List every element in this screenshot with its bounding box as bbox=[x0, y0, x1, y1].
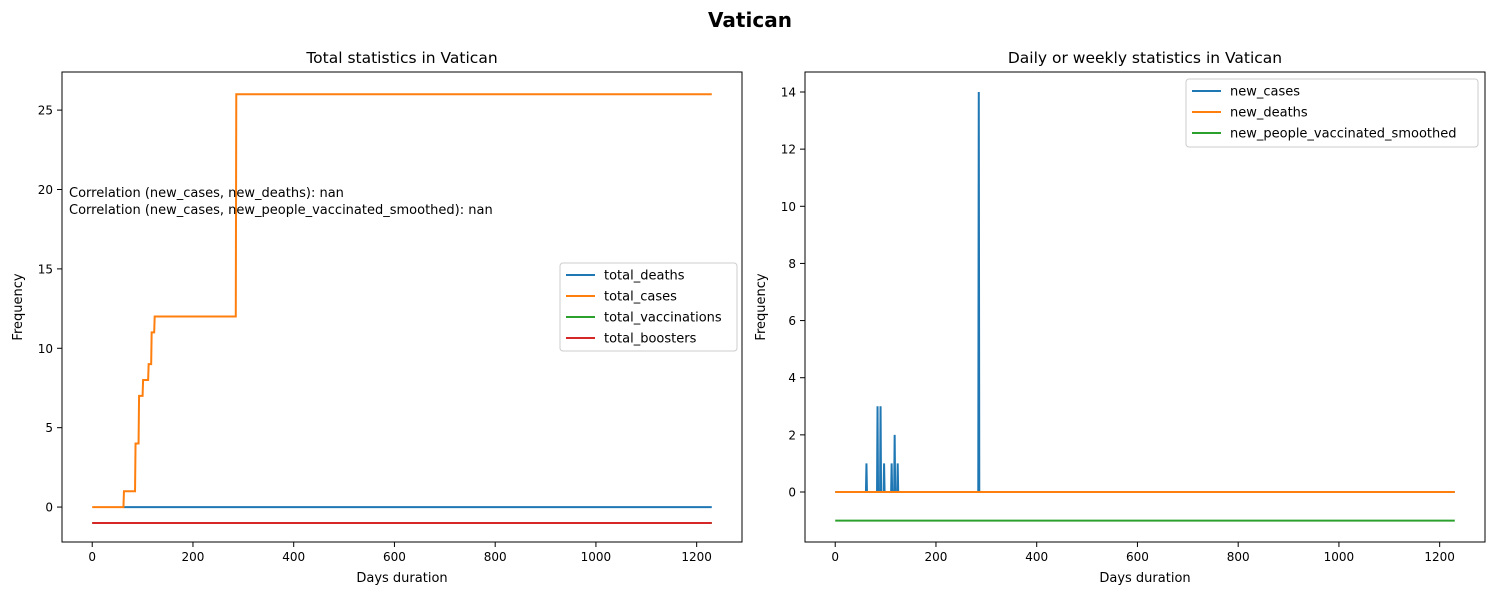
subplot-title: Daily or weekly statistics in Vatican bbox=[1008, 49, 1282, 67]
y-tick-label: 8 bbox=[788, 257, 796, 271]
x-tick-label: 200 bbox=[925, 550, 948, 564]
correlation-annotation: Correlation (new_cases, new_deaths): nan bbox=[69, 186, 344, 201]
x-tick-label: 600 bbox=[1126, 550, 1149, 564]
x-tick-label: 600 bbox=[383, 550, 406, 564]
y-tick-label: 12 bbox=[781, 143, 796, 157]
legend-label-new_cases: new_cases bbox=[1230, 85, 1300, 100]
x-tick-label: 400 bbox=[1025, 550, 1048, 564]
series-lines bbox=[835, 91, 1455, 522]
x-tick-label: 400 bbox=[282, 550, 305, 564]
y-axis-label: Frequency bbox=[11, 273, 26, 340]
legend-label-total_boosters: total_boosters bbox=[604, 332, 697, 347]
x-tick-label: 0 bbox=[88, 550, 96, 564]
figure-suptitle: Vatican bbox=[708, 8, 792, 32]
y-tick-label: 10 bbox=[38, 342, 53, 356]
correlation-annotation: Correlation (new_cases, new_people_vacci… bbox=[69, 203, 493, 218]
legend: new_cases new_deaths new_people_vaccinated… bbox=[1185, 78, 1479, 148]
legend-box bbox=[559, 262, 738, 352]
plot-frame bbox=[804, 71, 1486, 543]
x-tick-label: 800 bbox=[484, 550, 507, 564]
legend-label-total_vaccinations: total_vaccinations bbox=[604, 311, 722, 326]
x-tick-label: 800 bbox=[1227, 550, 1250, 564]
y-tick-label: 4 bbox=[788, 371, 796, 385]
x-tick-label: 1000 bbox=[581, 550, 612, 564]
y-axis-label: Frequency bbox=[754, 273, 769, 340]
legend-label-total_cases: total_cases bbox=[604, 290, 677, 305]
x-tick-label: 1000 bbox=[1324, 550, 1355, 564]
y-tick-label: 25 bbox=[38, 104, 53, 118]
x-tick-label: 1200 bbox=[681, 550, 712, 564]
y-tick-label: 0 bbox=[788, 486, 796, 500]
y-tick-label: 15 bbox=[38, 262, 53, 276]
y-tick-label: 20 bbox=[38, 183, 53, 197]
y-tick-label: 2 bbox=[788, 428, 796, 442]
legend-label-total_deaths: total_deaths bbox=[604, 269, 685, 284]
legend-box bbox=[1185, 78, 1479, 148]
plot-frame bbox=[61, 71, 743, 543]
y-tick-label: 0 bbox=[45, 501, 53, 515]
y-tick-label: 6 bbox=[788, 314, 796, 328]
y-tick-label: 5 bbox=[45, 421, 53, 435]
legend: total_deaths total_cases total_vaccination… bbox=[559, 262, 738, 352]
x-axis-label: Days duration bbox=[356, 571, 447, 586]
subplot-title: Total statistics in Vatican bbox=[305, 49, 497, 67]
series-lines bbox=[92, 93, 712, 524]
x-axis-label: Days duration bbox=[1099, 571, 1190, 586]
legend-label-new_people_vaccinated_smoothed: new_people_vaccinated_smoothed bbox=[1230, 127, 1456, 142]
legend-label-new_deaths: new_deaths bbox=[1230, 106, 1308, 121]
x-tick-label: 1200 bbox=[1424, 550, 1455, 564]
x-tick-label: 200 bbox=[182, 550, 205, 564]
series-line-total_cases bbox=[92, 93, 712, 509]
y-tick-label: 14 bbox=[781, 86, 796, 100]
series-line-new_cases bbox=[835, 91, 1455, 493]
x-tick-label: 0 bbox=[831, 550, 839, 564]
y-tick-label: 10 bbox=[781, 200, 796, 214]
